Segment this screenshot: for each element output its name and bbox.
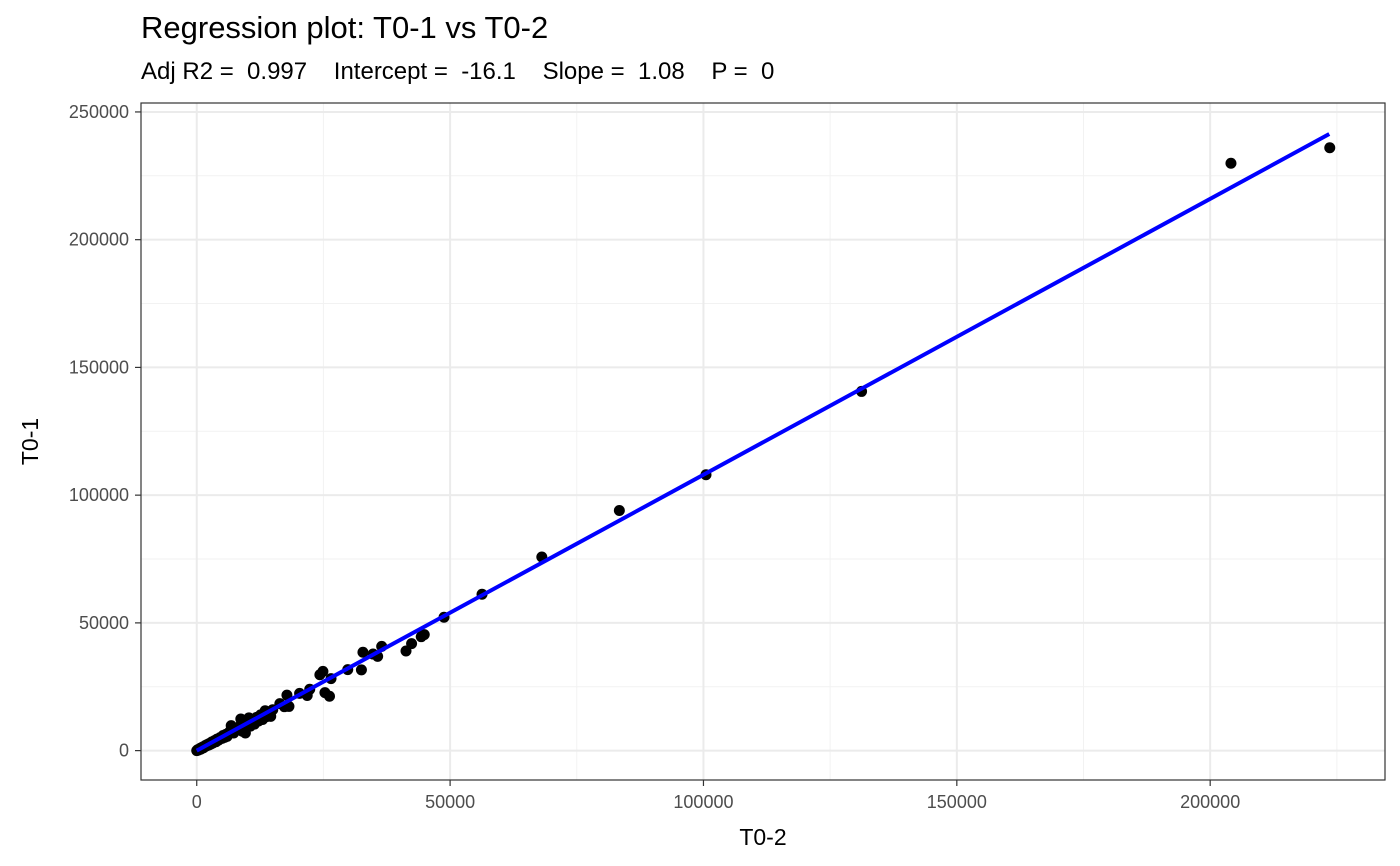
data-point [317, 665, 329, 677]
data-point [613, 504, 625, 516]
x-axis-ticks: 0 50000 100000 150000 200000 [192, 780, 1240, 812]
x-tick-label: 100000 [673, 792, 733, 812]
major-gridlines [141, 103, 1385, 780]
y-tick-label: 50000 [79, 613, 129, 633]
data-point [357, 646, 369, 658]
regression-fit-line [195, 132, 1331, 753]
chart-title: Regression plot: T0-1 vs T0-2 [141, 10, 549, 45]
panel-border [140, 102, 1386, 781]
chart-subtitle: Adj R2 = 0.997 Intercept = -16.1 Slope =… [141, 58, 775, 85]
y-tick-label: 100000 [69, 485, 129, 505]
scatter-points [191, 142, 1336, 757]
y-tick-label: 200000 [69, 230, 129, 250]
minor-gridlines [141, 103, 1385, 780]
data-point [406, 638, 418, 650]
x-tick-label: 200000 [1180, 792, 1240, 812]
x-axis-title: T0-2 [739, 824, 786, 850]
data-point [355, 664, 367, 676]
data-point [1324, 142, 1336, 154]
y-tick-label: 250000 [69, 102, 129, 122]
x-tick-label: 0 [192, 792, 202, 812]
x-tick-label: 150000 [927, 792, 987, 812]
data-point [1225, 157, 1237, 169]
data-point [324, 690, 336, 702]
x-tick-label: 50000 [425, 792, 475, 812]
y-axis-ticks: 0 50000 100000 150000 200000 250000 [69, 102, 141, 761]
y-tick-label: 150000 [69, 357, 129, 377]
y-axis-title: T0-1 [17, 418, 43, 465]
fit-line-group [195, 132, 1331, 753]
y-tick-label: 0 [119, 741, 129, 761]
data-point [418, 629, 430, 641]
